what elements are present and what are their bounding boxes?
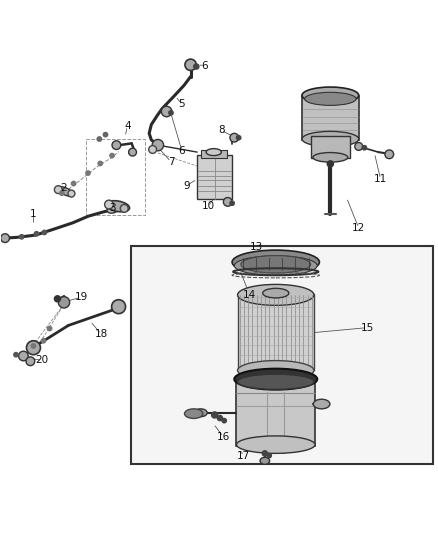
Circle shape (230, 133, 239, 142)
Circle shape (362, 146, 367, 150)
Circle shape (217, 415, 223, 421)
Text: 9: 9 (183, 181, 190, 191)
Circle shape (129, 148, 137, 156)
Ellipse shape (313, 399, 330, 409)
Text: 5: 5 (179, 99, 185, 109)
Ellipse shape (107, 205, 120, 213)
Circle shape (262, 451, 268, 456)
Ellipse shape (237, 436, 315, 454)
Circle shape (54, 185, 62, 193)
Bar (131, 246, 433, 464)
Bar (86, 139, 145, 215)
Text: 15: 15 (361, 322, 374, 333)
Ellipse shape (304, 92, 356, 106)
Circle shape (267, 454, 272, 458)
Text: 14: 14 (243, 290, 256, 300)
Circle shape (327, 161, 333, 167)
Text: 12: 12 (352, 223, 365, 233)
Circle shape (230, 201, 234, 205)
Ellipse shape (237, 374, 314, 390)
Text: 16: 16 (217, 432, 230, 442)
Text: 11: 11 (374, 174, 387, 184)
Text: 6: 6 (202, 61, 208, 71)
Text: 1: 1 (30, 209, 37, 219)
Circle shape (105, 200, 113, 209)
Text: 10: 10 (201, 201, 215, 211)
Circle shape (1, 234, 10, 243)
Text: 3: 3 (109, 203, 115, 213)
Text: 7: 7 (168, 157, 174, 167)
Circle shape (58, 297, 70, 308)
Ellipse shape (206, 149, 221, 156)
Bar (201, 150, 227, 158)
Text: 2: 2 (61, 183, 67, 193)
Circle shape (68, 190, 75, 197)
Circle shape (385, 150, 394, 159)
Circle shape (86, 171, 90, 175)
Bar (237, 294, 314, 370)
Circle shape (152, 140, 163, 151)
Circle shape (237, 135, 241, 140)
Text: 6: 6 (179, 146, 185, 156)
Circle shape (41, 338, 46, 343)
Circle shape (112, 300, 126, 313)
Ellipse shape (260, 457, 270, 464)
Ellipse shape (232, 250, 319, 274)
Text: 4: 4 (124, 121, 131, 131)
Bar (237, 378, 315, 446)
Circle shape (223, 198, 232, 206)
Circle shape (47, 326, 52, 330)
Circle shape (97, 137, 102, 141)
Text: 20: 20 (35, 356, 49, 365)
Text: 17: 17 (237, 451, 250, 462)
Circle shape (222, 418, 226, 423)
Text: 19: 19 (75, 292, 88, 302)
Circle shape (14, 352, 18, 357)
Circle shape (19, 235, 24, 239)
Ellipse shape (234, 256, 317, 276)
Bar (302, 96, 359, 140)
Ellipse shape (237, 369, 315, 387)
FancyBboxPatch shape (311, 136, 350, 158)
Circle shape (18, 351, 28, 361)
Text: 18: 18 (95, 329, 108, 339)
FancyBboxPatch shape (197, 155, 232, 199)
Circle shape (34, 231, 39, 236)
Circle shape (26, 341, 40, 354)
Circle shape (71, 181, 76, 185)
Circle shape (31, 344, 35, 348)
Ellipse shape (184, 409, 203, 418)
Circle shape (110, 154, 114, 158)
Ellipse shape (237, 361, 314, 380)
Circle shape (185, 59, 196, 70)
Text: 8: 8 (218, 125, 225, 135)
Circle shape (169, 111, 173, 115)
Circle shape (194, 64, 199, 69)
Ellipse shape (313, 152, 348, 162)
Ellipse shape (302, 131, 359, 147)
Circle shape (149, 146, 156, 154)
Text: 13: 13 (250, 242, 263, 252)
Circle shape (60, 191, 64, 195)
Ellipse shape (194, 409, 207, 417)
Ellipse shape (237, 285, 314, 305)
Circle shape (120, 205, 128, 212)
Circle shape (212, 412, 218, 418)
Circle shape (355, 142, 363, 150)
Circle shape (54, 296, 60, 302)
Circle shape (103, 133, 108, 137)
Circle shape (42, 230, 46, 235)
Ellipse shape (234, 369, 317, 390)
Ellipse shape (106, 201, 130, 212)
Circle shape (161, 106, 172, 117)
Ellipse shape (57, 187, 73, 196)
Circle shape (98, 161, 102, 166)
Ellipse shape (263, 288, 289, 298)
Circle shape (26, 357, 35, 366)
Circle shape (112, 141, 121, 149)
Ellipse shape (241, 256, 311, 273)
Ellipse shape (302, 87, 359, 103)
